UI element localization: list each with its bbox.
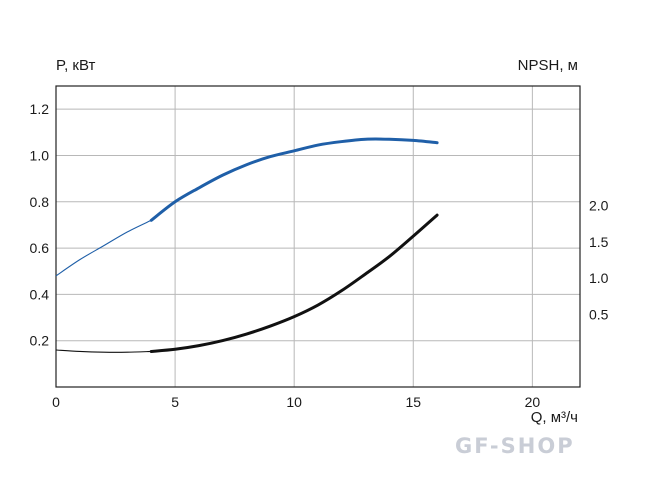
y-left-tick-label: 1.2	[30, 101, 50, 117]
x-tick-label: 0	[52, 394, 60, 410]
grid-lines	[55, 86, 580, 387]
curves	[55, 137, 439, 353]
y-left-tick-label: 0.6	[30, 240, 50, 256]
npsh-curve-operating	[149, 213, 439, 353]
y-left-tick-label: 1.0	[30, 147, 50, 163]
x-tick-label: 5	[171, 394, 179, 410]
y-right-tick-label: 0.5	[589, 306, 609, 322]
y-left-tick-label: 0.8	[30, 194, 50, 210]
tick-labels: 0 5 10 15 20 0.2 0.4 0.6 0.8 1.0 1.2 0.5 1.0 1.5 2.0	[30, 101, 609, 410]
power-curve-extended	[55, 219, 152, 277]
y-left-axis-title: P, кВт	[56, 57, 95, 74]
x-tick-label: 10	[286, 394, 302, 410]
y-right-tick-label: 1.5	[589, 234, 609, 250]
watermark-logo: GF-SHOP	[455, 434, 575, 458]
y-right-tick-label: 2.0	[589, 198, 609, 214]
plot-frame	[55, 85, 581, 388]
y-right-axis-title: NPSH, м	[518, 57, 578, 74]
y-left-tick-label: 0.2	[30, 333, 50, 349]
x-tick-label: 15	[405, 394, 421, 410]
power-curve-operating	[149, 137, 439, 222]
y-right-tick-label: 1.0	[589, 270, 609, 286]
x-axis-title: Q, м³/ч	[531, 409, 578, 426]
npsh-curve-extended	[55, 349, 152, 353]
y-left-tick-label: 0.4	[30, 286, 50, 302]
x-tick-label: 20	[525, 394, 541, 410]
